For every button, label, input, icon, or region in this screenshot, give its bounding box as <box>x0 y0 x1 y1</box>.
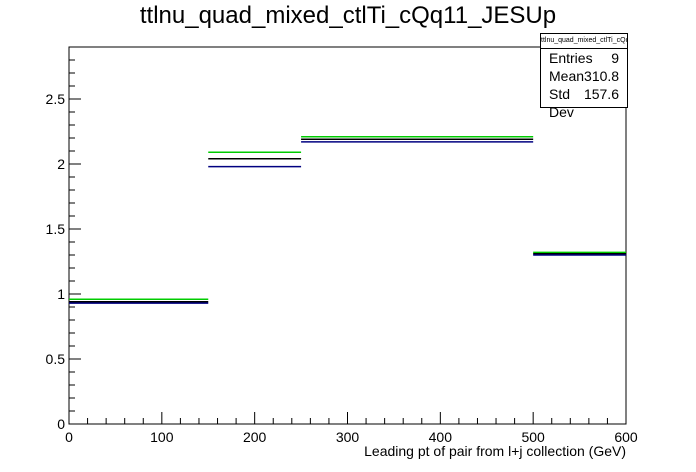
stats-stddev-label: Std Dev <box>549 86 574 120</box>
stats-box: ttlnu_quad_mixed_ctlTi_cQq11_JESUp Entri… <box>540 33 628 120</box>
stats-stddev-row: Std Dev 157.6 <box>541 85 627 120</box>
x-tick-label: 0 <box>65 429 73 445</box>
stats-title: ttlnu_quad_mixed_ctlTi_cQq11_JESUp <box>541 34 627 49</box>
y-tick-label: 0 <box>57 416 65 432</box>
chart-title: ttlnu_quad_mixed_ctlTi_cQq11_JESUp <box>139 2 557 29</box>
y-tick-label: 2.5 <box>46 91 66 107</box>
x-tick-label: 100 <box>150 429 174 445</box>
stats-entries-value: 9 <box>611 50 619 66</box>
x-tick-label: 500 <box>521 429 545 445</box>
x-axis-label: Leading pt of pair from l+j collection (… <box>364 443 626 459</box>
y-tick-label: 1 <box>57 286 65 302</box>
stats-stddev-value: 157.6 <box>583 86 619 102</box>
y-tick-label: 1.5 <box>46 221 66 237</box>
x-tick-label: 300 <box>336 429 360 445</box>
stats-entries-row: Entries 9 <box>541 49 627 67</box>
y-tick-label: 2 <box>57 156 65 172</box>
x-tick-label: 600 <box>614 429 638 445</box>
stats-mean-row: Mean 310.8 <box>541 67 627 85</box>
x-tick-label: 200 <box>243 429 267 445</box>
stats-entries-label: Entries <box>549 50 593 66</box>
x-tick-label: 400 <box>429 429 453 445</box>
stats-mean-value: 310.8 <box>584 68 620 84</box>
y-tick-label: 0.5 <box>46 351 66 367</box>
stats-mean-label: Mean <box>549 68 585 84</box>
